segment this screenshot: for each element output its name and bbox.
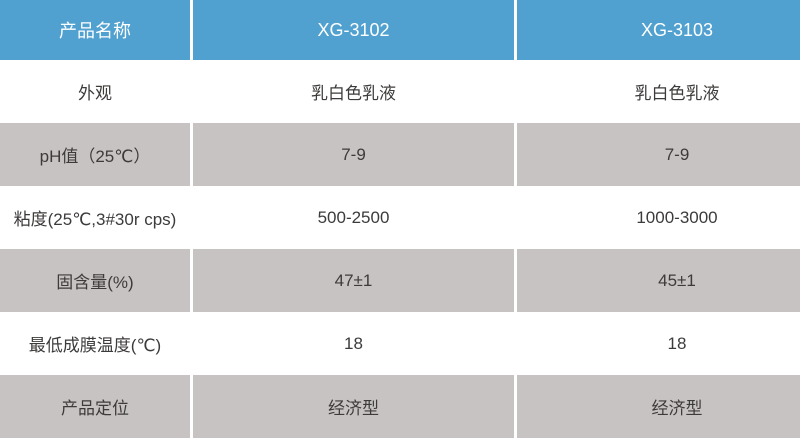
- row-label: 外观: [0, 60, 190, 123]
- cell-value-xg-3102: 7-9: [193, 123, 514, 186]
- cell-value-xg-3103: 乳白色乳液: [517, 60, 800, 123]
- table-row-product-positioning: 产品定位 经济型 经济型: [0, 375, 800, 438]
- table-header-row: 产品名称 XG-3102 XG-3103: [0, 0, 800, 60]
- table-row-ph-value: pH值（25℃） 7-9 7-9: [0, 123, 800, 186]
- cell-value-xg-3103: 7-9: [517, 123, 800, 186]
- column-header-product-name: 产品名称: [0, 0, 190, 60]
- cell-value-xg-3103: 1000-3000: [517, 186, 800, 249]
- cell-value-xg-3103: 经济型: [517, 375, 800, 438]
- cell-value-xg-3103: 45±1: [517, 249, 800, 312]
- cell-value-xg-3103: 18: [517, 312, 800, 375]
- table-row-viscosity: 粘度(25℃,3#30r cps) 500-2500 1000-3000: [0, 186, 800, 249]
- cell-value-xg-3102: 经济型: [193, 375, 514, 438]
- table-row-solid-content: 固含量(%) 47±1 45±1: [0, 249, 800, 312]
- row-label: 最低成膜温度(℃): [0, 312, 190, 375]
- row-label: 粘度(25℃,3#30r cps): [0, 186, 190, 249]
- row-label: 产品定位: [0, 375, 190, 438]
- column-header-xg-3103: XG-3103: [517, 0, 800, 60]
- cell-value-xg-3102: 18: [193, 312, 514, 375]
- table-row-appearance: 外观 乳白色乳液 乳白色乳液: [0, 60, 800, 123]
- cell-value-xg-3102: 500-2500: [193, 186, 514, 249]
- row-label: pH值（25℃）: [0, 123, 190, 186]
- row-label: 固含量(%): [0, 249, 190, 312]
- cell-value-xg-3102: 47±1: [193, 249, 514, 312]
- table-row-min-film-forming-temp: 最低成膜温度(℃) 18 18: [0, 312, 800, 375]
- cell-value-xg-3102: 乳白色乳液: [193, 60, 514, 123]
- column-header-xg-3102: XG-3102: [193, 0, 514, 60]
